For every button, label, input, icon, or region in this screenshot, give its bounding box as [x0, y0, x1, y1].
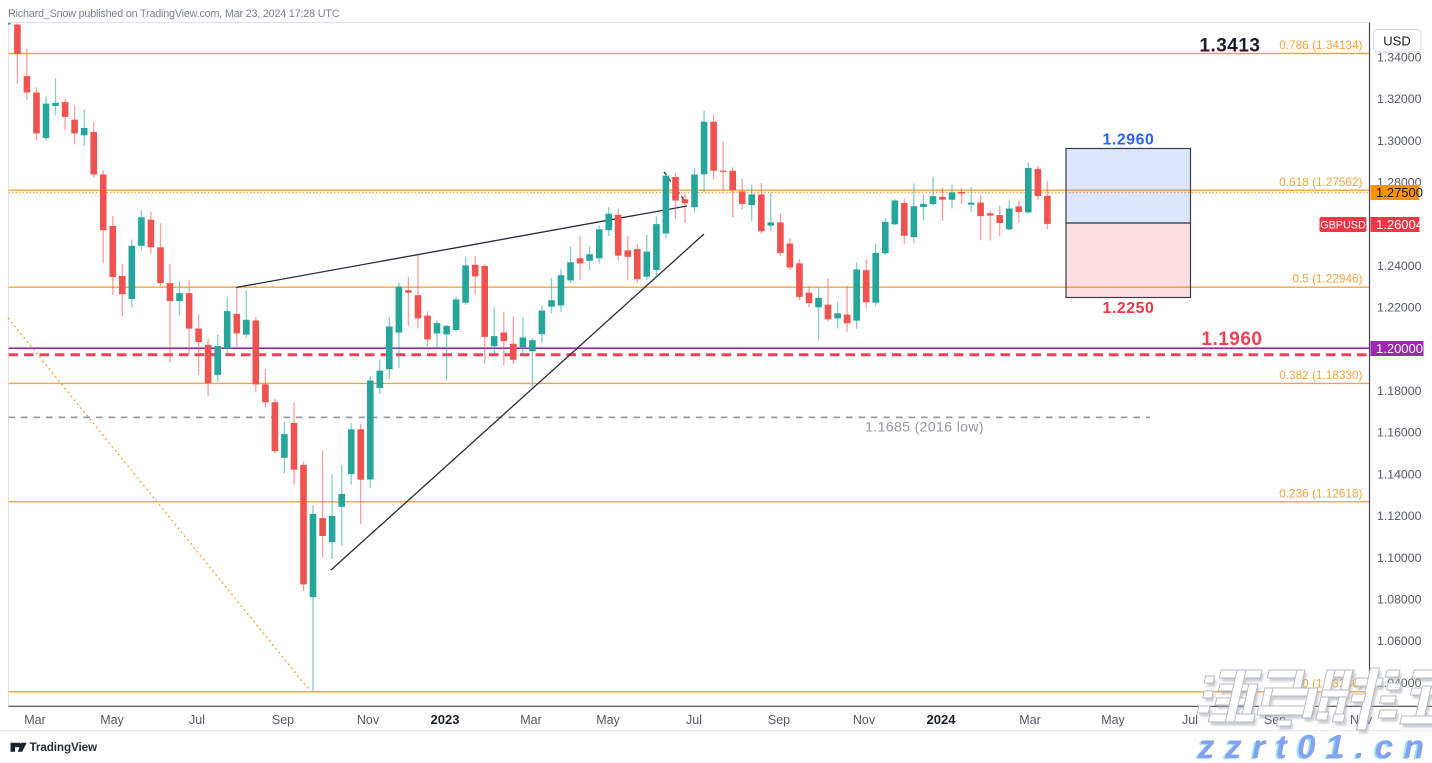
svg-text:May: May — [100, 713, 124, 727]
svg-text:Nov: Nov — [357, 713, 380, 727]
svg-text:Nov: Nov — [853, 713, 876, 727]
svg-text:1.10000: 1.10000 — [1377, 551, 1422, 565]
svg-text:0.5 (1.22946): 0.5 (1.22946) — [1292, 272, 1362, 286]
svg-text:2024: 2024 — [927, 712, 957, 727]
svg-text:TradingView: TradingView — [30, 741, 99, 754]
svg-text:1.27500: 1.27500 — [1376, 185, 1423, 200]
svg-text:1.16000: 1.16000 — [1377, 426, 1422, 440]
svg-text:2023: 2023 — [431, 712, 460, 727]
svg-text:1.14000: 1.14000 — [1377, 467, 1422, 481]
svg-text:USD: USD — [1383, 34, 1410, 49]
svg-text:1.24000: 1.24000 — [1377, 259, 1422, 273]
svg-text:1.1960: 1.1960 — [1201, 329, 1262, 350]
svg-text:Jul: Jul — [686, 713, 702, 727]
svg-text:zzrt01.cn: zzrt01.cn — [1197, 728, 1432, 763]
svg-text:0.382 (1.18330): 0.382 (1.18330) — [1279, 368, 1362, 382]
svg-text:1.20000: 1.20000 — [1376, 341, 1423, 356]
svg-text:1.12000: 1.12000 — [1377, 509, 1422, 523]
svg-text:zzrt01.cn: zzrt01.cn — [1195, 729, 1432, 763]
svg-text:1.06000: 1.06000 — [1377, 634, 1422, 648]
svg-text:Mar: Mar — [24, 713, 46, 727]
svg-text:Richard_Snow published on Trad: Richard_Snow published on TradingView.co… — [8, 8, 340, 20]
svg-text:1.08000: 1.08000 — [1377, 593, 1422, 607]
svg-text:1.3413: 1.3413 — [1199, 36, 1260, 57]
svg-text:1.30000: 1.30000 — [1377, 134, 1422, 148]
svg-text:Mar: Mar — [1019, 713, 1041, 727]
svg-text:Jul: Jul — [189, 713, 205, 727]
svg-text:1.26004: 1.26004 — [1376, 217, 1423, 232]
svg-text:0.236 (1.12618): 0.236 (1.12618) — [1279, 487, 1362, 501]
svg-text:Sep: Sep — [768, 713, 790, 727]
svg-text:1.22000: 1.22000 — [1377, 301, 1422, 315]
svg-text:May: May — [1101, 713, 1125, 727]
svg-text:Jul: Jul — [1182, 713, 1198, 727]
svg-text:0.618 (1.27562): 0.618 (1.27562) — [1279, 175, 1362, 189]
svg-text:May: May — [596, 713, 620, 727]
svg-text:1.34000: 1.34000 — [1377, 50, 1422, 64]
svg-text:Mar: Mar — [520, 713, 542, 727]
svg-text:1.32000: 1.32000 — [1377, 92, 1422, 106]
svg-text:1.2960: 1.2960 — [1103, 132, 1155, 149]
svg-text:Sep: Sep — [272, 713, 294, 727]
svg-text:0.786 (1.34134): 0.786 (1.34134) — [1279, 38, 1362, 52]
svg-text:GBPUSD: GBPUSD — [1320, 220, 1366, 232]
svg-text:1.2250: 1.2250 — [1103, 300, 1155, 317]
svg-text:1.1685 (2016 low): 1.1685 (2016 low) — [865, 419, 984, 435]
svg-text:1.18000: 1.18000 — [1377, 384, 1422, 398]
